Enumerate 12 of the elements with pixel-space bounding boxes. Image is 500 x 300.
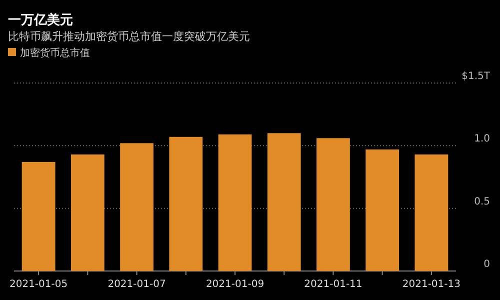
x-tick-label: 2021-01-09 — [206, 279, 264, 290]
x-tick-label: 2021-01-11 — [304, 279, 362, 290]
subtitle: 比特币飙升推动加密货币总市值一度突破万亿美元 — [8, 30, 250, 43]
x-tick-label: 2021-01-05 — [9, 279, 68, 290]
y-tick-label: 0 — [484, 259, 490, 270]
title: 一万亿美元 — [8, 13, 73, 28]
x-tick-label: 2021-01-07 — [108, 279, 166, 290]
y-tick-label: 1.0 — [474, 134, 490, 145]
x-tick-label: 2021-01-13 — [402, 279, 461, 290]
legend-label: 加密货币总市值 — [20, 47, 90, 59]
y-tick-label: 0.5 — [474, 196, 490, 208]
y-tick-label: $1.5T — [462, 71, 491, 82]
